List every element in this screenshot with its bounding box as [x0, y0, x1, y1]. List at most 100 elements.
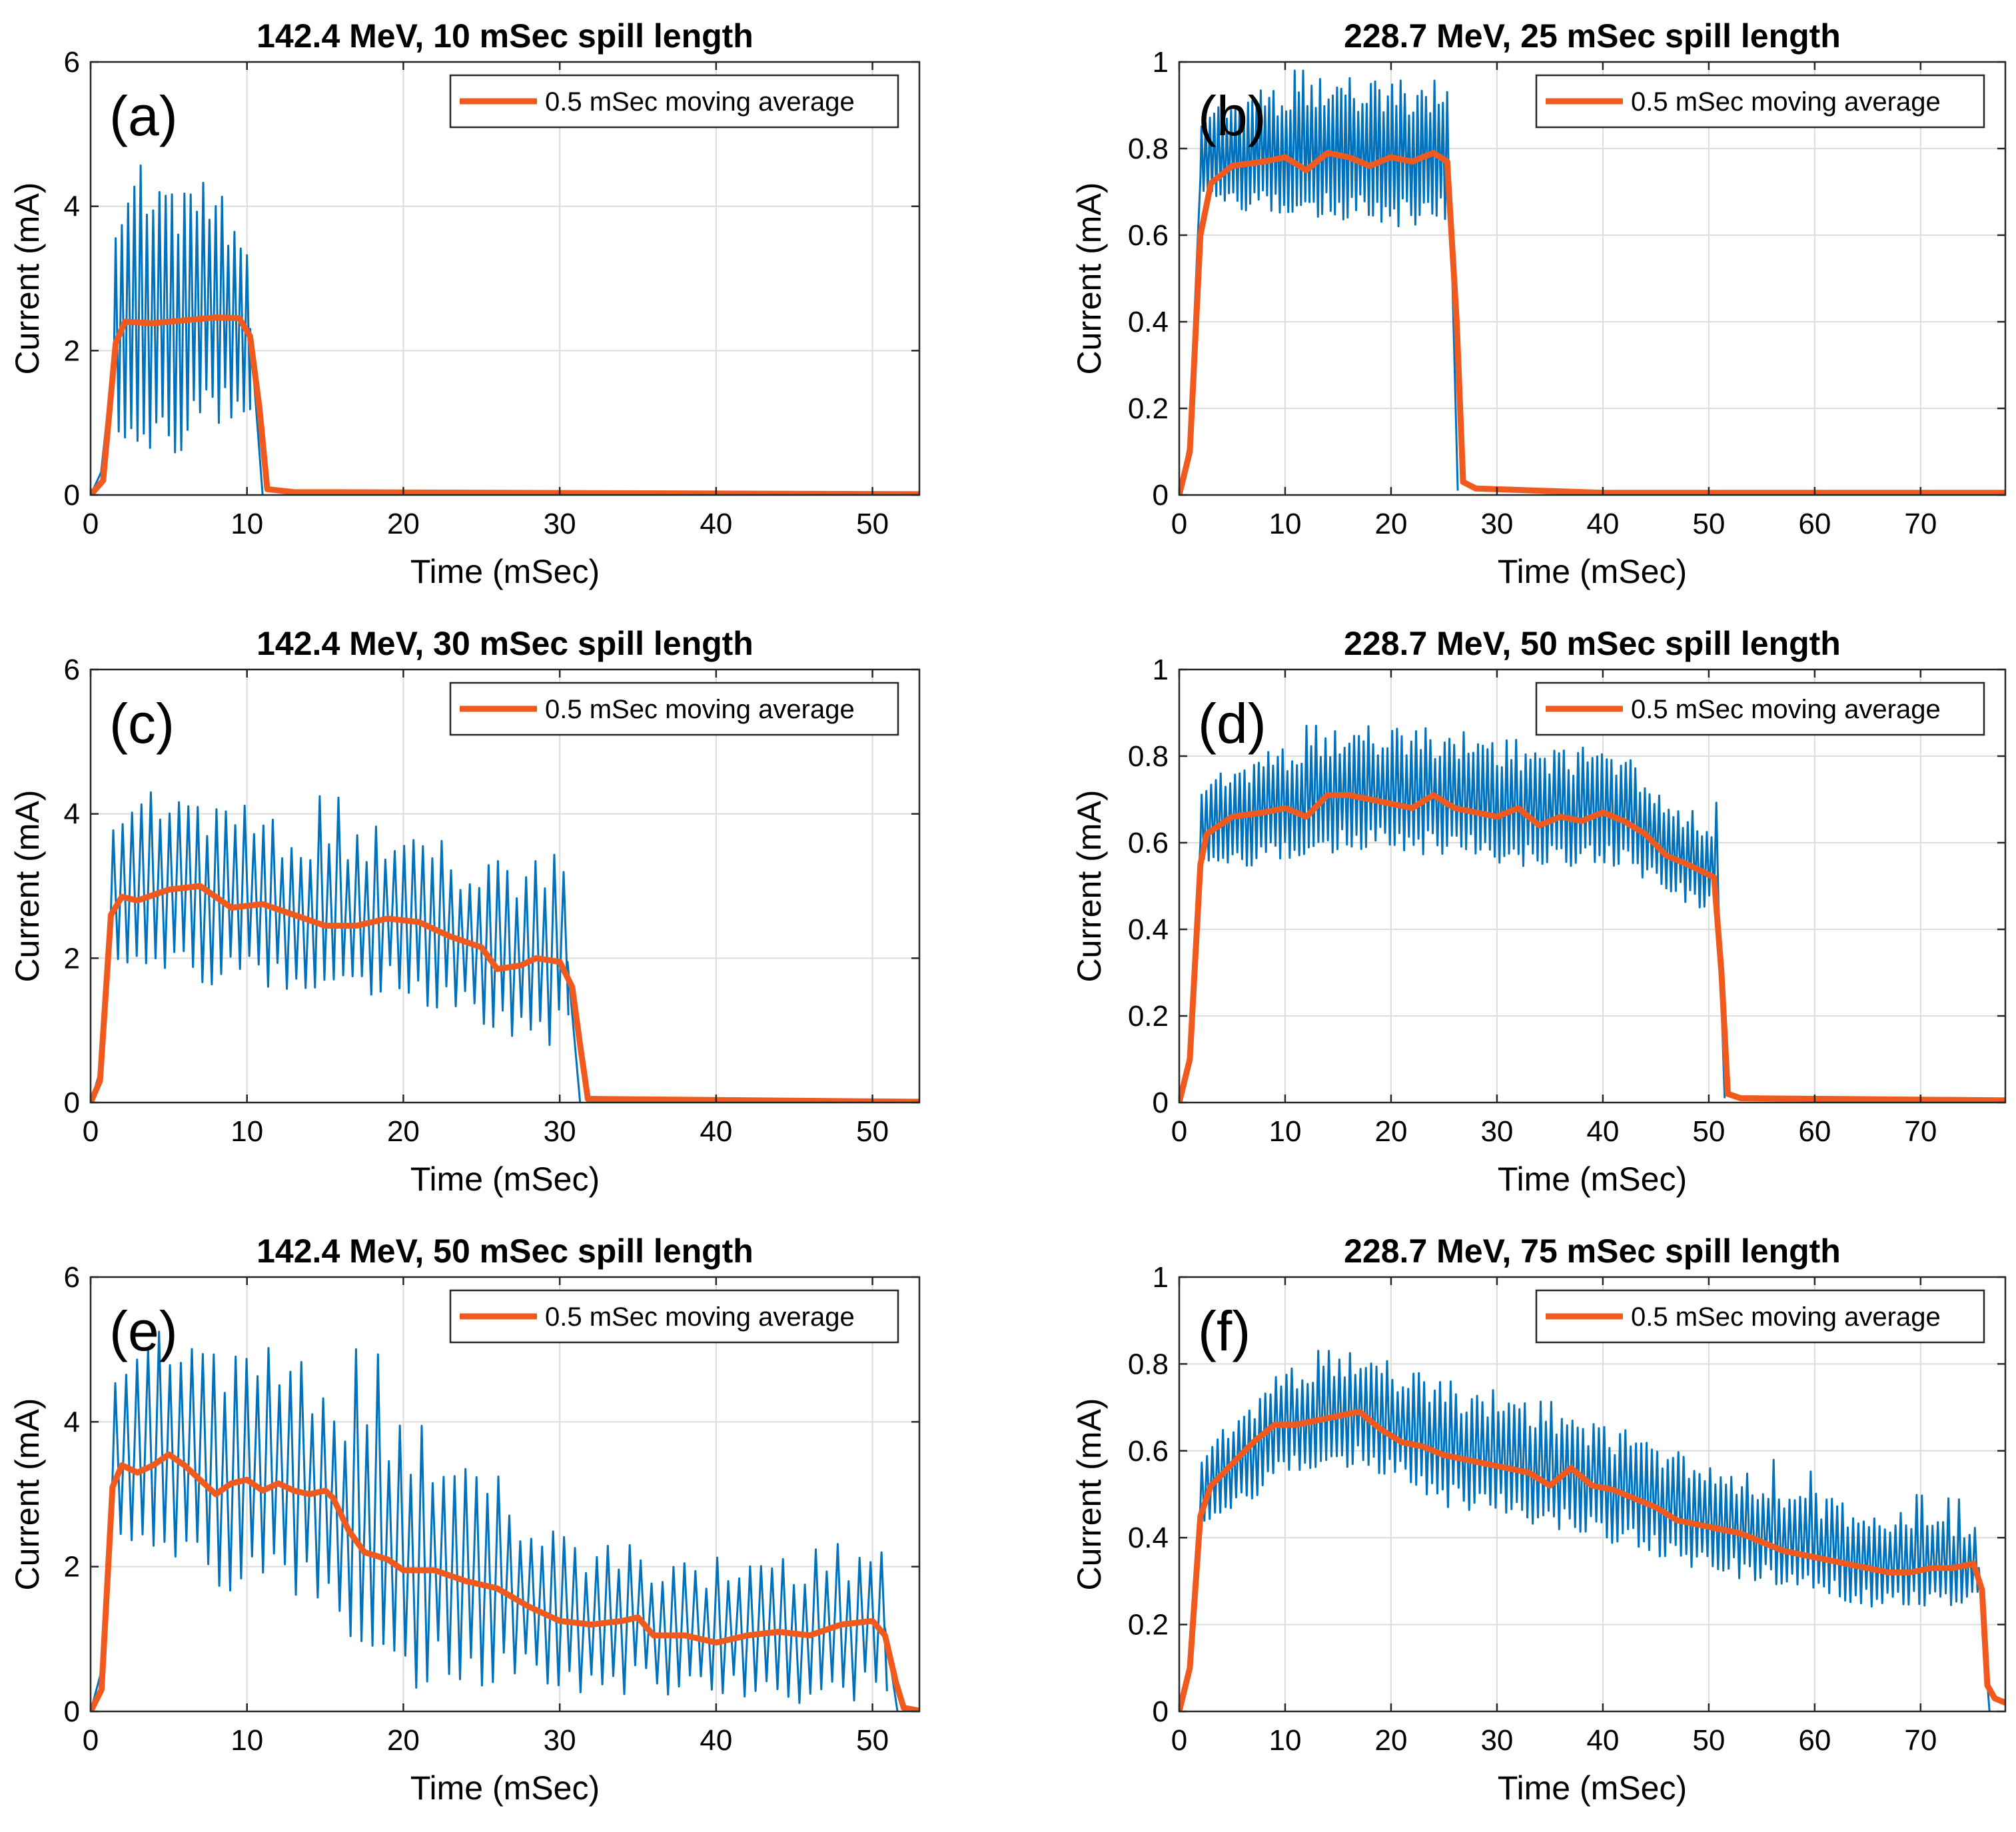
legend-label: 0.5 mSec moving average	[1631, 695, 1941, 724]
axes-frame	[1178, 1276, 2007, 1713]
legend-label: 0.5 mSec moving average	[1631, 1302, 1941, 1332]
y-tick-label: 0	[64, 1087, 80, 1119]
x-tick-label: 30	[1480, 1724, 1513, 1757]
x-tick-label: 40	[1586, 1724, 1619, 1757]
axes-frame	[89, 1276, 921, 1713]
series-group	[91, 165, 919, 495]
x-axis-label: Time (mSec)	[410, 1160, 600, 1198]
y-tick-label: 0.2	[1128, 1609, 1169, 1641]
x-tick-label: 10	[231, 508, 263, 540]
x-tick-label: 20	[387, 1724, 420, 1757]
y-tick-label: 6	[64, 1261, 80, 1294]
legend-label: 0.5 mSec moving average	[545, 87, 855, 117]
chart-panel-c: 0 10 20 30 40 50 0 2 4 6 142.4 MeV, 30 mSec spill …	[9, 625, 921, 1198]
x-tick-label: 30	[1480, 1115, 1513, 1148]
x-tick-label: 0	[83, 1724, 99, 1757]
y-tick-label: 0	[64, 1695, 80, 1728]
y-tick-label: 1	[1153, 1261, 1169, 1294]
x-tick-label: 70	[1904, 1115, 1937, 1148]
legend-label: 0.5 mSec moving average	[545, 1302, 855, 1332]
chart-panel-a: 0 10 20 30 40 50 0 2 4 6 142.4 MeV, 10 mSec spill …	[9, 17, 921, 590]
x-tick-label: 20	[1374, 1115, 1407, 1148]
x-axis-label: Time (mSec)	[410, 1769, 600, 1807]
x-tick-label: 0	[1171, 1115, 1187, 1148]
x-tick-label: 50	[856, 1115, 889, 1148]
y-tick-label: 0.4	[1128, 1522, 1169, 1554]
x-tick-label: 10	[231, 1115, 263, 1148]
moving-average-line	[1179, 1408, 2005, 1711]
y-tick-label: 4	[64, 798, 80, 831]
x-tick-label: 50	[856, 508, 889, 540]
x-tick-label: 50	[1692, 1115, 1725, 1148]
y-tick-label: 0	[1153, 1695, 1169, 1728]
y-tick-label: 4	[64, 191, 80, 223]
chart-title: 142.4 MeV, 10 mSec spill length	[256, 17, 754, 55]
x-tick-label: 30	[544, 1115, 576, 1148]
series-group	[1179, 1350, 2005, 1711]
y-tick-label: 2	[64, 1551, 80, 1584]
x-tick-label: 20	[1374, 508, 1407, 540]
y-axis-label: Current (mA)	[9, 183, 46, 375]
x-axis-label: Time (mSec)	[1498, 1160, 1687, 1198]
y-tick-label: 0	[1153, 1087, 1169, 1119]
x-tick-label: 0	[1171, 508, 1187, 540]
y-tick-label: 1	[1153, 46, 1169, 79]
raw-current-line	[1179, 725, 1726, 1103]
x-tick-label: 10	[1268, 1724, 1301, 1757]
series-group	[91, 791, 919, 1103]
y-tick-label: 0.2	[1128, 1000, 1169, 1033]
x-tick-label: 30	[544, 1724, 576, 1757]
panel-label: (c)	[109, 692, 175, 755]
y-tick-label: 2	[64, 334, 80, 367]
axes-frame	[1178, 668, 2007, 1104]
panel-label: (f)	[1198, 1300, 1251, 1362]
series-group	[91, 1330, 919, 1711]
y-axis-label: Current (mA)	[1071, 183, 1108, 375]
y-tick-label: 6	[64, 46, 80, 79]
x-tick-label: 10	[1268, 508, 1301, 540]
y-tick-label: 0.4	[1128, 306, 1169, 338]
y-tick-label: 0.6	[1128, 219, 1169, 252]
y-tick-label: 0.8	[1128, 740, 1169, 773]
series-group	[1179, 69, 2005, 495]
x-tick-label: 10	[231, 1724, 263, 1757]
chart-title: 142.4 MeV, 30 mSec spill length	[256, 625, 754, 662]
panel-label: (d)	[1198, 692, 1266, 755]
x-tick-label: 30	[1480, 508, 1513, 540]
y-tick-label: 0.6	[1128, 1435, 1169, 1468]
chart-panel-f: 0 10 20 30 40 50 60 70 0 0.2 0.4 0.6 0.8 1 228.7 MeV, …	[1071, 1232, 2007, 1807]
x-tick-label: 70	[1904, 508, 1937, 540]
chart-title: 228.7 MeV, 75 mSec spill length	[1344, 1232, 1841, 1270]
x-tick-label: 20	[387, 508, 420, 540]
axes-frame	[89, 61, 921, 496]
x-tick-label: 30	[544, 508, 576, 540]
raw-current-line	[91, 165, 264, 495]
moving-average-line	[91, 883, 919, 1103]
y-tick-label: 6	[64, 654, 80, 686]
x-axis-label: Time (mSec)	[1498, 1769, 1687, 1807]
chart-panel-e: 0 10 20 30 40 50 0 2 4 6 142.4 MeV, 50 mSec spill …	[9, 1232, 921, 1807]
moving-average-line	[91, 1451, 919, 1711]
raw-current-line	[91, 791, 582, 1103]
y-tick-label: 0.8	[1128, 133, 1169, 165]
x-tick-label: 50	[1692, 1724, 1725, 1757]
raw-current-line	[1179, 1350, 1991, 1711]
y-tick-label: 4	[64, 1406, 80, 1438]
raw-current-line	[91, 1330, 899, 1711]
x-tick-label: 60	[1798, 1115, 1831, 1148]
y-tick-label: 1	[1153, 654, 1169, 686]
y-tick-label: 0.8	[1128, 1348, 1169, 1380]
legend-label: 0.5 mSec moving average	[1631, 87, 1941, 117]
y-tick-label: 2	[64, 942, 80, 975]
y-tick-label: 0.4	[1128, 913, 1169, 946]
legend-label: 0.5 mSec moving average	[545, 695, 855, 724]
axes-frame	[1178, 61, 2007, 496]
moving-average-line	[1179, 792, 2005, 1103]
y-axis-label: Current (mA)	[9, 790, 46, 983]
chart-title: 228.7 MeV, 50 mSec spill length	[1344, 625, 1841, 662]
y-axis-label: Current (mA)	[1071, 1398, 1108, 1591]
x-tick-label: 40	[700, 1115, 732, 1148]
y-tick-label: 0	[1153, 479, 1169, 512]
moving-average-line	[91, 314, 919, 495]
axes-frame	[89, 668, 921, 1104]
